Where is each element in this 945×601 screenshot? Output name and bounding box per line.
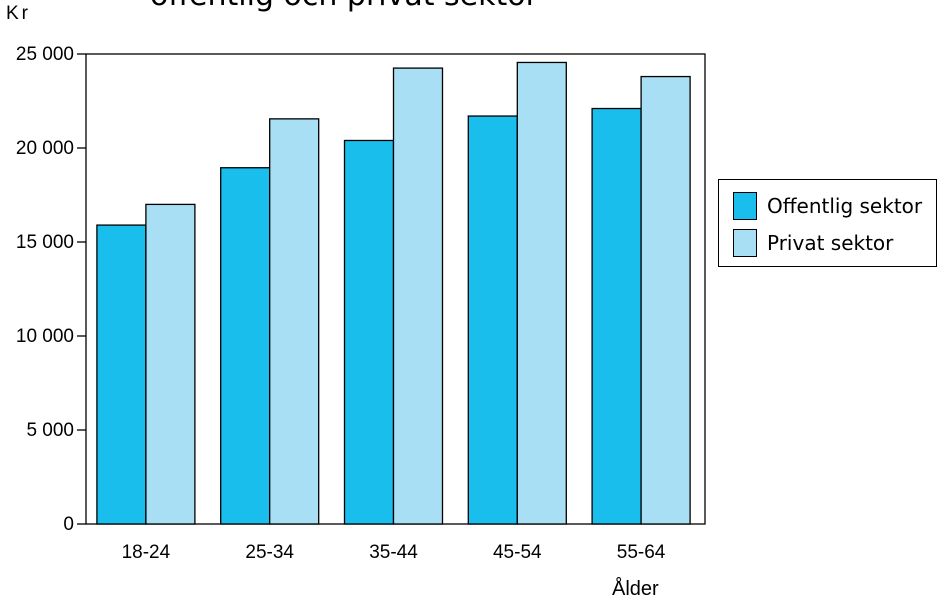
- y-axis: 0 5 000 10 000 15 000 20 000 25 000: [16, 44, 86, 535]
- legend-swatch-privat: [733, 229, 757, 257]
- legend-label-privat: Privat sektor: [767, 231, 894, 255]
- x-axis: 18-24 25-34 35-44 45-54 55-64: [122, 542, 666, 563]
- legend-swatch-offentlig: [733, 192, 757, 220]
- bar-privat-18-24: [145, 203, 196, 525]
- legend-label-offentlig: Offentlig sektor: [767, 194, 923, 218]
- legend-item-offentlig: Offentlig sektor: [733, 192, 922, 220]
- y-tick-label: 15 000: [16, 232, 74, 253]
- bar-privat-25-34: [269, 118, 320, 525]
- x-tick-label: 55-64: [617, 542, 666, 563]
- bar-offentlig-18-24: [96, 224, 147, 525]
- x-tick-label: 18-24: [122, 542, 171, 563]
- bar-privat-35-44: [392, 67, 444, 525]
- bar-offentlig-55-64: [591, 107, 642, 525]
- bar-offentlig-25-34: [220, 167, 271, 525]
- x-tick-label: 45-54: [493, 542, 542, 563]
- y-tick-label: 20 000: [16, 138, 74, 159]
- bar-offentlig-45-54: [467, 115, 518, 525]
- x-axis-label: Ålder: [612, 578, 659, 600]
- bars: [96, 61, 691, 525]
- y-tick-label: 5 000: [26, 420, 74, 441]
- y-tick-label: 0: [63, 514, 74, 535]
- legend-item-privat: Privat sektor: [733, 229, 893, 257]
- bar-privat-55-64: [640, 75, 691, 525]
- x-tick-label: 25-34: [245, 542, 294, 563]
- y-tick-label: 25 000: [16, 44, 74, 65]
- legend: Offentlig sektor Privat sektor: [718, 179, 937, 267]
- y-tick-label: 10 000: [16, 326, 74, 347]
- bar-privat-45-54: [516, 61, 567, 525]
- chart-title-fragment: offentlig och privat sektor: [150, 0, 538, 13]
- x-tick-label: 35-44: [369, 542, 418, 563]
- bar-offentlig-35-44: [343, 139, 395, 525]
- y-unit-label: Kr: [6, 3, 31, 24]
